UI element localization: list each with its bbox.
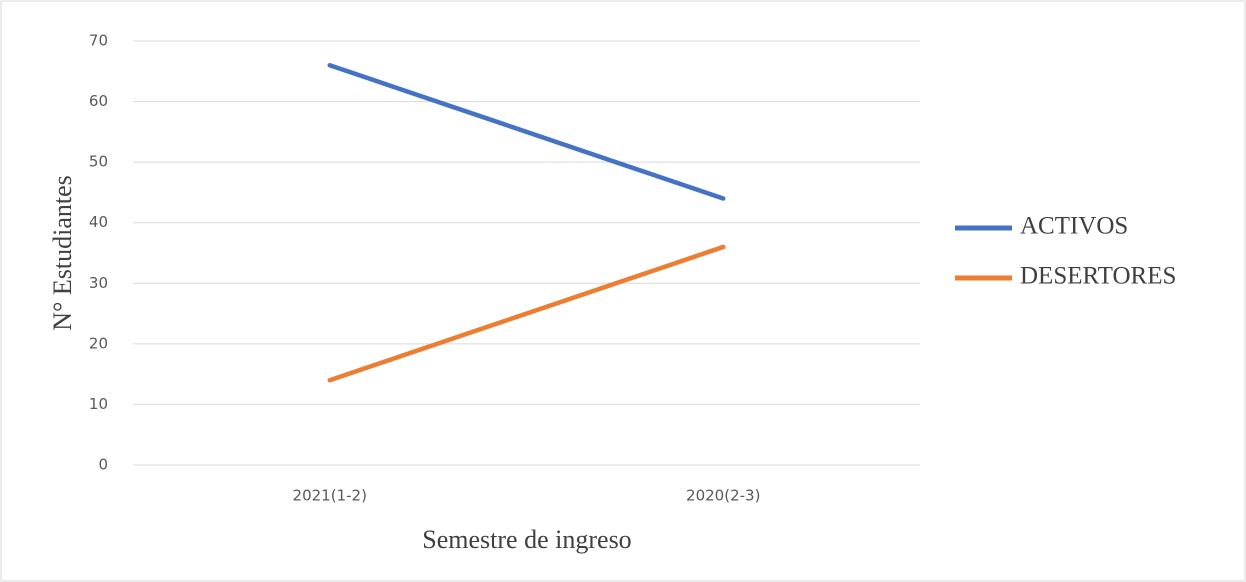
y-tick-label: 60: [89, 92, 108, 110]
y-tick-label: 0: [98, 456, 108, 474]
y-tick-label: 30: [89, 274, 108, 292]
x-tick-label: 2020(2-3): [686, 487, 760, 505]
y-tick-label: 50: [89, 153, 108, 171]
y-tick-label: 40: [89, 213, 108, 231]
y-tick-label: 70: [89, 32, 108, 50]
x-tick-label: 2021(1-2): [293, 487, 367, 505]
x-axis-title: Semestre de ingreso: [422, 525, 631, 554]
y-tick-label: 10: [89, 395, 108, 413]
legend-label: DESERTORES: [1020, 263, 1176, 290]
y-axis-title: N° Estudiantes: [48, 175, 77, 331]
y-tick-label: 20: [89, 334, 108, 352]
line-series: [327, 62, 726, 201]
line-series: [327, 244, 726, 383]
legend-label: ACTIVOS: [1020, 213, 1128, 240]
